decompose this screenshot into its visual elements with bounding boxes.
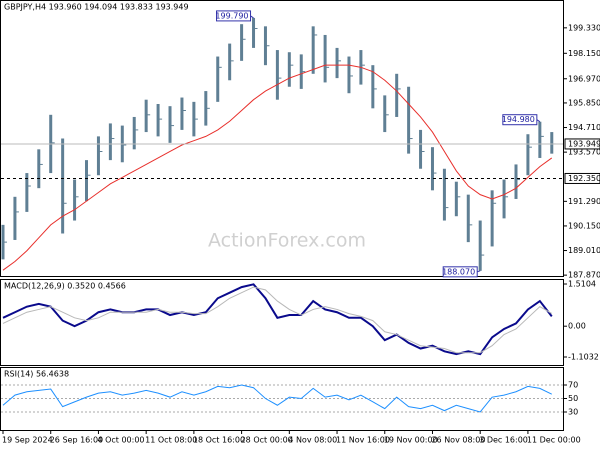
x-tick-label: 4 Oct 00:00 (97, 436, 144, 445)
y-tick-label: 190.150 (568, 221, 600, 230)
level-box (564, 172, 600, 184)
y-tick-label: -1.1032 (568, 352, 599, 361)
panel-title: MACD(12,26,9) 0.3520 0.4566 (4, 282, 126, 291)
annotation-label: 199.790 (215, 11, 248, 20)
panel-title: RSI(14) 56.4638 (4, 370, 69, 379)
y-tick-label: 50 (568, 394, 578, 403)
annotation-box (442, 266, 478, 278)
panel-frame (0, 279, 564, 366)
panel-frame (0, 0, 564, 277)
x-tick-label: 11 Dec 00:00 (527, 436, 581, 445)
y-tick-label: 187.870 (568, 271, 600, 280)
x-tick-label: 19 Nov 00:00 (384, 436, 438, 445)
x-tick-label: 28 Oct 00:00 (241, 436, 293, 445)
annotation-box (502, 114, 538, 126)
x-tick-label: 26 Sep 16:00 (50, 436, 103, 445)
last-price-label: 193.949 (568, 139, 600, 148)
annotation-box (216, 10, 252, 22)
y-tick-label: 189.010 (568, 246, 600, 255)
y-tick-label: 70 (568, 381, 578, 390)
indicator-line (2, 283, 553, 356)
y-tick-label: 0.00 (568, 322, 586, 331)
y-tick-label: 191.290 (568, 197, 600, 206)
annotation-label: 194.980 (502, 115, 535, 124)
level-label: 192.350 (568, 174, 600, 183)
y-tick-label: 199.330 (568, 23, 600, 32)
x-tick-label: 3 Dec 16:00 (479, 436, 528, 445)
last-price-box (564, 138, 600, 150)
y-tick-label: 194.710 (568, 123, 600, 132)
y-tick-label: 1.5104 (568, 280, 596, 289)
y-tick-label: 30 (568, 407, 578, 416)
y-tick-label: 193.570 (568, 148, 600, 157)
watermark: ActionForex.com (208, 230, 366, 252)
x-tick-label: 11 Nov 16:00 (336, 436, 390, 445)
y-tick-label: 195.850 (568, 98, 600, 107)
y-tick-label: 196.970 (568, 74, 600, 83)
x-tick-label: 4 Nov 08:00 (288, 436, 337, 445)
moving-average (2, 64, 553, 271)
panel-title: GBPJPY,H4 193.960 194.094 193.833 193.94… (4, 3, 189, 12)
indicator-line (2, 286, 553, 354)
x-tick-label: 19 Sep 2024 (2, 436, 53, 445)
x-tick-label: 18 Oct 16:00 (193, 436, 245, 445)
y-tick-label: 198.150 (568, 49, 600, 58)
indicator-line (2, 384, 552, 413)
x-tick-label: 11 Oct 08:00 (145, 436, 197, 445)
x-tick-label: 26 Nov 08:00 (431, 436, 485, 445)
annotation-label: 188.070 (442, 267, 475, 276)
